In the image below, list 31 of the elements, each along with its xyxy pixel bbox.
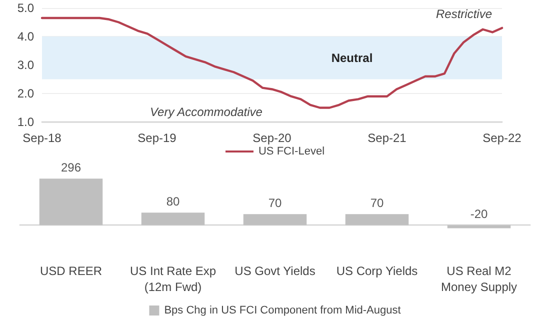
- bar: [141, 212, 205, 226]
- x-tick-label: US Int Rate Exp (12m Fwd): [130, 264, 216, 294]
- line-series: [40, 16, 504, 109]
- y-tick-label: 1.0: [17, 115, 34, 129]
- x-tick-label: US Corp Yields: [336, 264, 418, 278]
- y-tick-label: 4.0: [17, 30, 34, 44]
- bar: [243, 214, 307, 226]
- x-tick-label: US Real M2 Money Supply: [440, 264, 518, 294]
- x-tick-label: Sep-18: [22, 131, 62, 145]
- y-tick-label: 2.0: [17, 86, 34, 100]
- bar: [39, 178, 103, 226]
- data-label: 70: [268, 196, 282, 210]
- x-tick-label: Sep-19: [138, 131, 177, 145]
- legend-label: Bps Chg in US FCI Component from Mid-August: [164, 304, 401, 316]
- x-tick-label: US Govt Yields: [234, 264, 316, 278]
- annotation: Restrictive: [436, 7, 492, 21]
- x-tick-label: Sep-20: [252, 131, 292, 145]
- data-label: 70: [370, 196, 384, 210]
- y-tick-label: 5.0: [17, 1, 34, 15]
- bar: [447, 225, 511, 228]
- bar: [345, 214, 409, 226]
- data-label: 296: [60, 160, 82, 175]
- annotation: Very Accommodative: [150, 105, 263, 119]
- y-tick-label: 3.0: [17, 58, 34, 72]
- legend-label: US FCI-Level: [258, 146, 325, 158]
- band-label: Neutral: [331, 50, 373, 65]
- data-label: 80: [166, 194, 180, 209]
- x-tick-label: Sep-22: [482, 131, 522, 145]
- data-label: -20: [470, 207, 488, 222]
- x-tick-label: USD REER: [40, 264, 102, 278]
- x-tick-label: Sep-21: [368, 131, 407, 145]
